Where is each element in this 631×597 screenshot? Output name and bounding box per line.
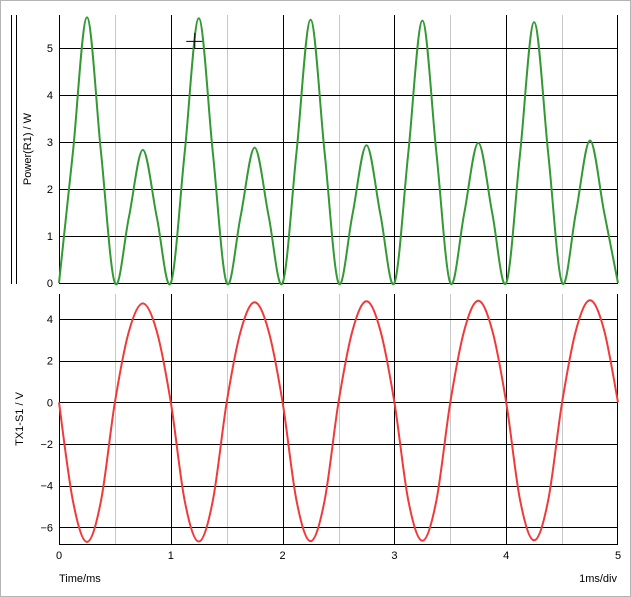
x-tick-label: 4 <box>503 550 509 562</box>
y-tick-label: 3 <box>47 137 53 149</box>
y-tick-label: 5 <box>47 43 53 55</box>
voltage-plot-area[interactable] <box>59 294 618 544</box>
x-tick-label: 1 <box>168 550 174 562</box>
power-y-axis-label: Power(R1) / W <box>22 112 34 185</box>
voltage-plot-panel: −6 −4 −2 0 2 4 0 1 2 3 4 5 TX1-S1 / V <box>14 294 621 562</box>
x-tick-label: 0 <box>56 550 62 562</box>
y-tick-label: 2 <box>47 184 53 196</box>
voltage-y-axis-label: TX1-S1 / V <box>14 391 26 445</box>
power-trace <box>58 16 619 286</box>
y-tick-label: 0 <box>47 397 53 409</box>
time-x-ticks: 0 1 2 3 4 5 <box>56 550 621 562</box>
power-plot-area[interactable] <box>59 15 618 283</box>
crosshair-cursor[interactable] <box>186 32 203 49</box>
y-tick-label: 1 <box>47 231 53 243</box>
x-tick-label: 5 <box>615 550 621 562</box>
voltage-trace <box>58 299 619 543</box>
voltage-plot-grid <box>59 294 618 545</box>
timebase-label: 1ms/div <box>579 573 617 585</box>
y-tick-label: −2 <box>40 439 53 451</box>
y-tick-label: 0 <box>47 278 53 290</box>
power-plot-grid <box>59 15 618 284</box>
y-tick-label: 4 <box>47 90 53 102</box>
power-plot-panel: 0 1 2 3 4 5 Power(R1) / W <box>22 15 619 290</box>
y-tick-label: 2 <box>47 356 53 368</box>
power-y-ticks: 0 1 2 3 4 5 <box>47 43 53 290</box>
y-tick-label: −6 <box>40 522 53 534</box>
voltage-y-ticks: −6 −4 −2 0 2 4 <box>40 314 53 534</box>
y-tick-label: −4 <box>40 481 53 493</box>
time-axis-label: Time/ms <box>59 573 101 585</box>
y-tick-label: 4 <box>47 314 53 326</box>
x-tick-label: 3 <box>391 550 397 562</box>
x-tick-label: 2 <box>280 550 286 562</box>
